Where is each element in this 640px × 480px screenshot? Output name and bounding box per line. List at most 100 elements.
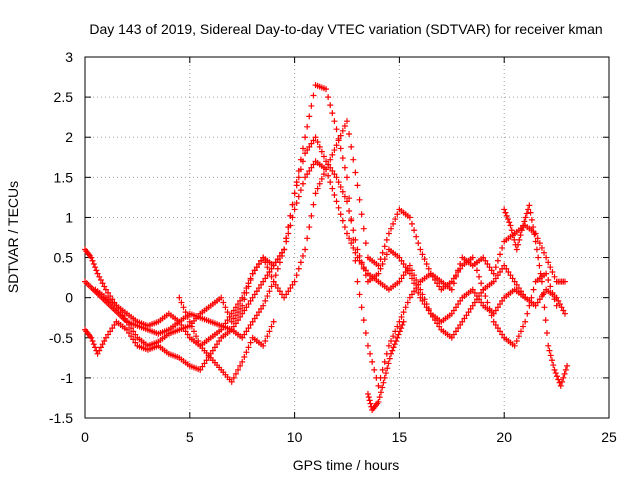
data-point-track-c — [348, 216, 355, 223]
data-point-track-d — [486, 305, 493, 312]
data-point-track-d — [297, 259, 304, 266]
data-point-track-g — [548, 357, 555, 364]
data-point-track-d — [415, 240, 422, 247]
data-point-track-c — [101, 337, 108, 344]
data-point-track-c — [411, 288, 418, 295]
data-point-track-a — [400, 272, 407, 279]
data-point-track-b — [232, 304, 239, 311]
data-point-track-d — [511, 342, 518, 349]
data-point-track-b — [478, 289, 485, 296]
data-point-track-d — [308, 212, 315, 219]
data-point-track-b — [99, 280, 106, 287]
data-point-track-d — [318, 175, 325, 182]
data-point-track-d — [543, 270, 550, 277]
data-point-track-c — [390, 333, 397, 340]
data-point-track-g — [554, 373, 561, 380]
data-point-track-c — [123, 326, 130, 333]
data-point-track-c — [561, 278, 568, 285]
data-point-track-c — [109, 325, 116, 332]
data-point-track-e — [176, 294, 183, 301]
data-point-track-c — [279, 252, 286, 259]
data-point-track-d — [306, 224, 313, 231]
data-point-track-c — [209, 347, 216, 354]
data-point-track-f — [390, 344, 397, 351]
data-point-track-b — [402, 264, 409, 271]
data-point-track-a — [339, 217, 346, 224]
data-point-track-c — [308, 102, 315, 109]
data-point-track-b — [448, 334, 455, 341]
data-point-track-e — [193, 333, 200, 340]
data-point-track-d — [522, 318, 529, 325]
data-point-track-c — [99, 341, 106, 348]
data-point-track-c — [89, 337, 96, 344]
data-point-track-c — [499, 244, 506, 251]
data-point-track-b — [517, 288, 524, 295]
data-point-track-b — [94, 270, 101, 277]
data-point-track-c — [360, 317, 367, 324]
data-point-track-a — [262, 275, 269, 282]
data-point-track-g — [521, 218, 528, 225]
data-point-track-b — [350, 227, 357, 234]
data-point-track-d — [293, 272, 300, 279]
data-point-track-g — [562, 366, 569, 373]
data-point-track-c — [323, 86, 330, 93]
data-point-track-d — [310, 201, 317, 208]
data-point-track-b — [310, 137, 317, 144]
data-point-track-a — [253, 288, 260, 295]
data-point-track-b — [356, 252, 363, 259]
data-point-track-d — [281, 294, 288, 301]
data-point-track-a — [247, 297, 254, 304]
data-point-track-g — [537, 270, 544, 277]
data-point-track-g — [560, 374, 567, 381]
data-point-track-d — [283, 291, 290, 298]
data-point-track-a — [560, 307, 567, 314]
data-point-track-g — [542, 317, 549, 324]
data-point-track-d — [377, 256, 384, 263]
data-point-track-g — [502, 209, 509, 216]
data-point-track-a — [448, 310, 455, 317]
data-point-track-a — [558, 304, 565, 311]
data-point-track-f — [389, 347, 396, 354]
data-point-track-d — [249, 270, 256, 277]
data-point-track-c — [413, 285, 420, 292]
data-point-track-a — [241, 307, 248, 314]
data-point-track-c — [543, 254, 550, 261]
data-point-track-g — [547, 352, 554, 359]
data-point-track-b — [513, 281, 520, 288]
data-point-track-f — [388, 350, 395, 357]
data-point-track-d — [473, 267, 480, 274]
data-point-track-b — [235, 301, 242, 308]
data-point-track-b — [337, 183, 344, 190]
data-point-track-c — [532, 230, 539, 237]
data-point-track-c — [274, 265, 281, 272]
data-point-track-b — [404, 267, 411, 274]
data-point-track-b — [354, 246, 361, 253]
data-point-track-d — [394, 211, 401, 218]
data-point-track-c — [304, 123, 311, 130]
data-point-track-b — [329, 167, 336, 174]
data-point-track-d — [247, 277, 254, 284]
data-point-track-g — [510, 232, 517, 239]
data-points — [82, 82, 571, 413]
data-point-track-d — [434, 280, 441, 287]
data-point-track-c — [201, 360, 208, 367]
data-point-track-g — [501, 206, 508, 213]
data-point-track-d — [295, 265, 302, 272]
data-point-track-c — [111, 321, 118, 328]
data-point-track-d — [547, 283, 554, 290]
data-point-track-e — [186, 318, 193, 325]
data-point-track-b — [101, 283, 108, 290]
data-point-track-b — [270, 262, 277, 269]
data-point-track-a — [417, 286, 424, 293]
data-point-track-b — [222, 320, 229, 327]
data-point-track-d — [222, 304, 229, 311]
data-point-track-e — [270, 318, 277, 325]
data-point-track-d — [272, 281, 279, 288]
data-point-track-d — [266, 268, 273, 275]
data-point-track-c — [371, 366, 378, 373]
data-point-track-b — [406, 270, 413, 277]
data-point-track-d — [299, 252, 306, 259]
data-point-track-e — [232, 370, 239, 377]
data-point-track-f — [380, 379, 387, 386]
data-point-track-d — [115, 305, 122, 312]
